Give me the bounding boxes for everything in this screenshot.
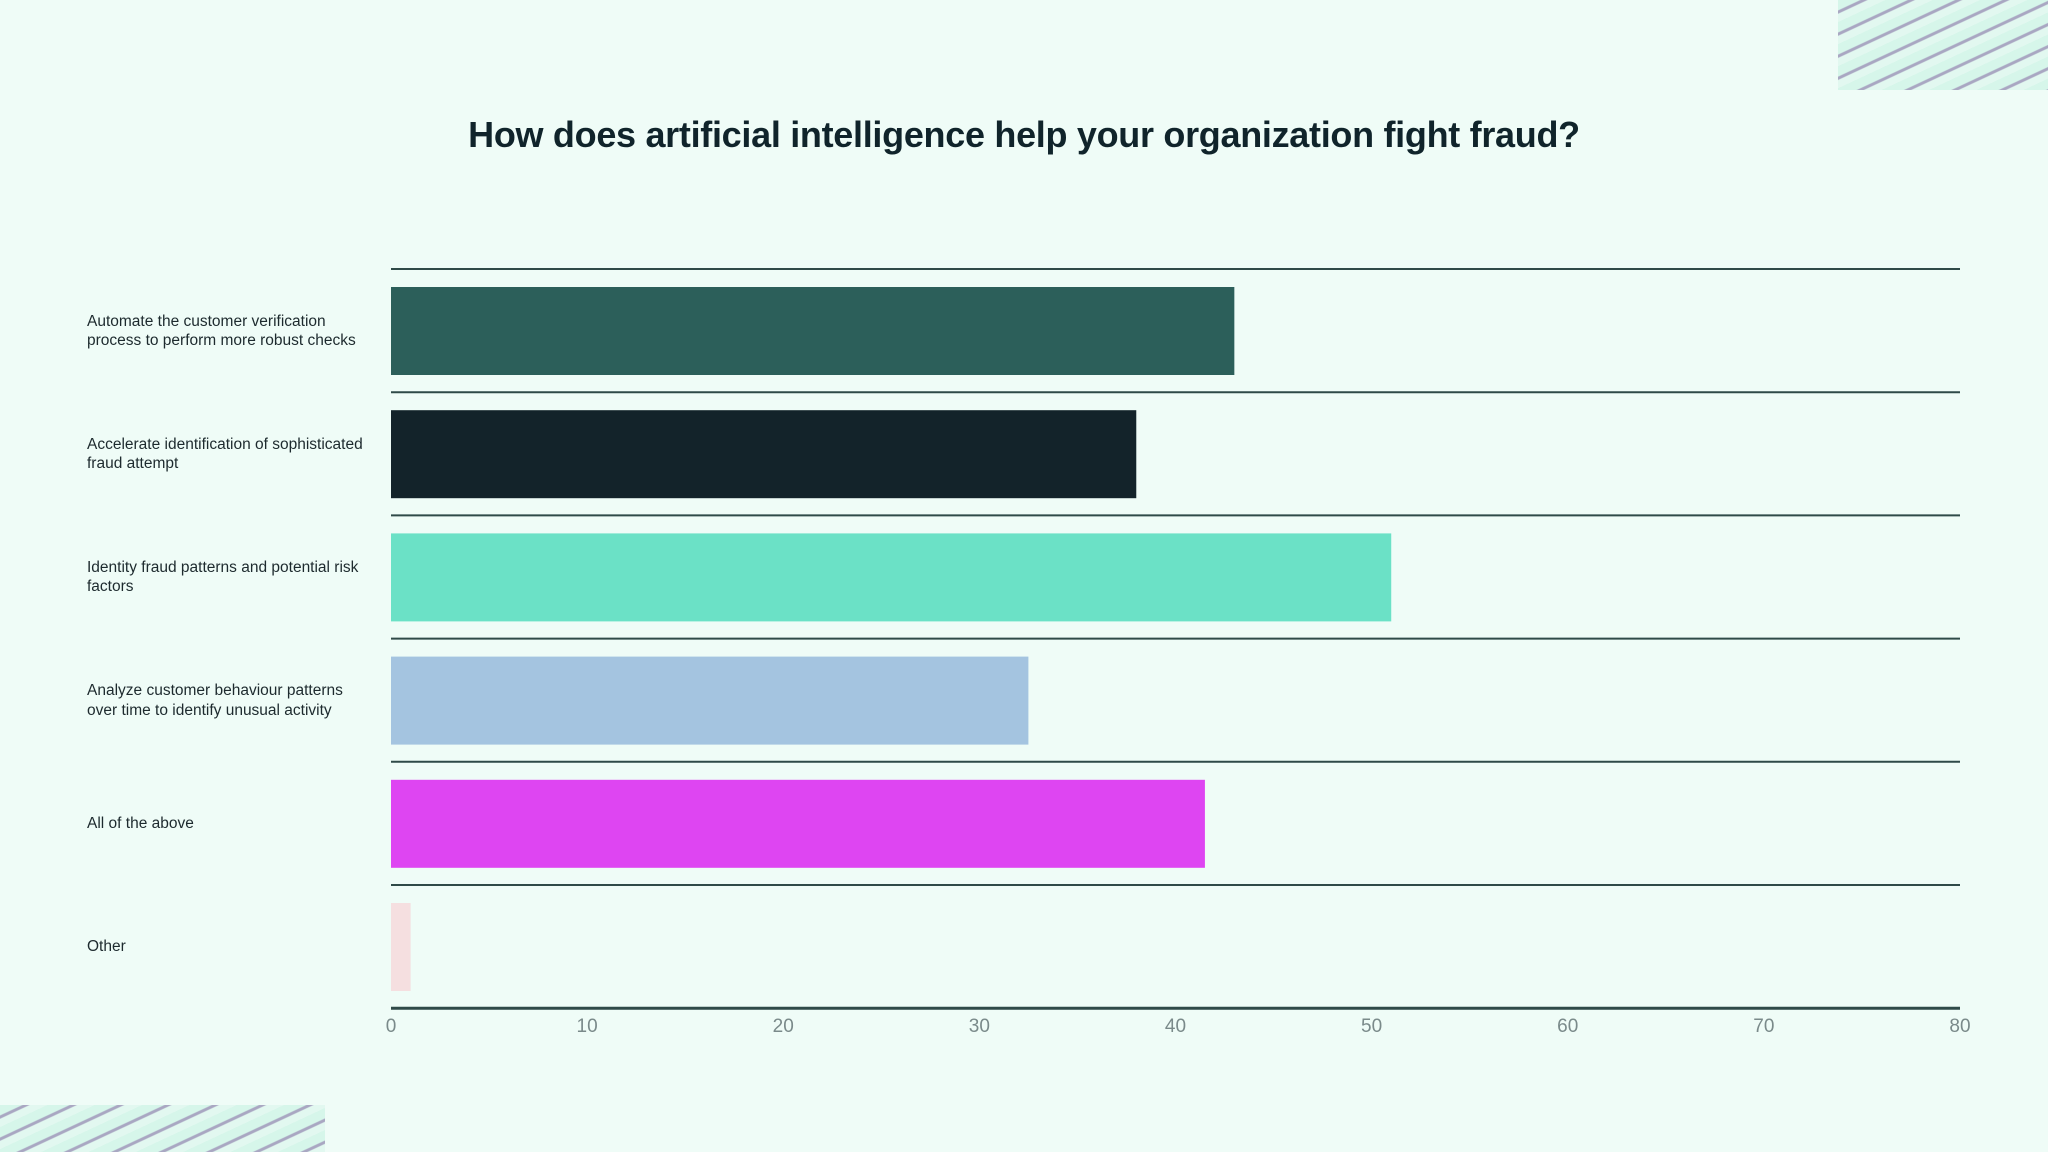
x-tick-label: 40 bbox=[1165, 1016, 1186, 1037]
chart-title: How does artificial intelligence help yo… bbox=[468, 114, 1580, 155]
category-label: Analyze customer behaviour patterns over… bbox=[87, 682, 343, 719]
category-label: Identity fraud patterns and potential ri… bbox=[87, 558, 359, 596]
x-tick-label: 50 bbox=[1361, 1016, 1382, 1037]
x-tick-label: 0 bbox=[386, 1016, 397, 1037]
decorative-stripes-bottom-left bbox=[0, 1105, 325, 1152]
category-label: Accelerate identification of sophisticat… bbox=[87, 435, 363, 473]
bar-1 bbox=[391, 410, 1137, 499]
x-tick-label: 10 bbox=[577, 1016, 598, 1037]
bar-0 bbox=[391, 287, 1235, 375]
x-tick-label: 20 bbox=[773, 1016, 794, 1037]
bar-3 bbox=[391, 656, 1029, 745]
category-label: All of the above bbox=[87, 814, 194, 832]
x-tick-label: 80 bbox=[1949, 1016, 1970, 1037]
decorative-stripes-top-right bbox=[1838, 0, 2048, 90]
bar-2 bbox=[391, 533, 1392, 622]
bar-5 bbox=[391, 903, 411, 991]
x-tick-label: 30 bbox=[969, 1016, 990, 1037]
x-tick-label: 60 bbox=[1557, 1016, 1578, 1037]
bar-4 bbox=[391, 779, 1205, 868]
category-label: Other bbox=[87, 938, 126, 955]
category-label: Automate the customer verification proce… bbox=[87, 312, 356, 350]
x-tick-label: 70 bbox=[1753, 1016, 1774, 1037]
